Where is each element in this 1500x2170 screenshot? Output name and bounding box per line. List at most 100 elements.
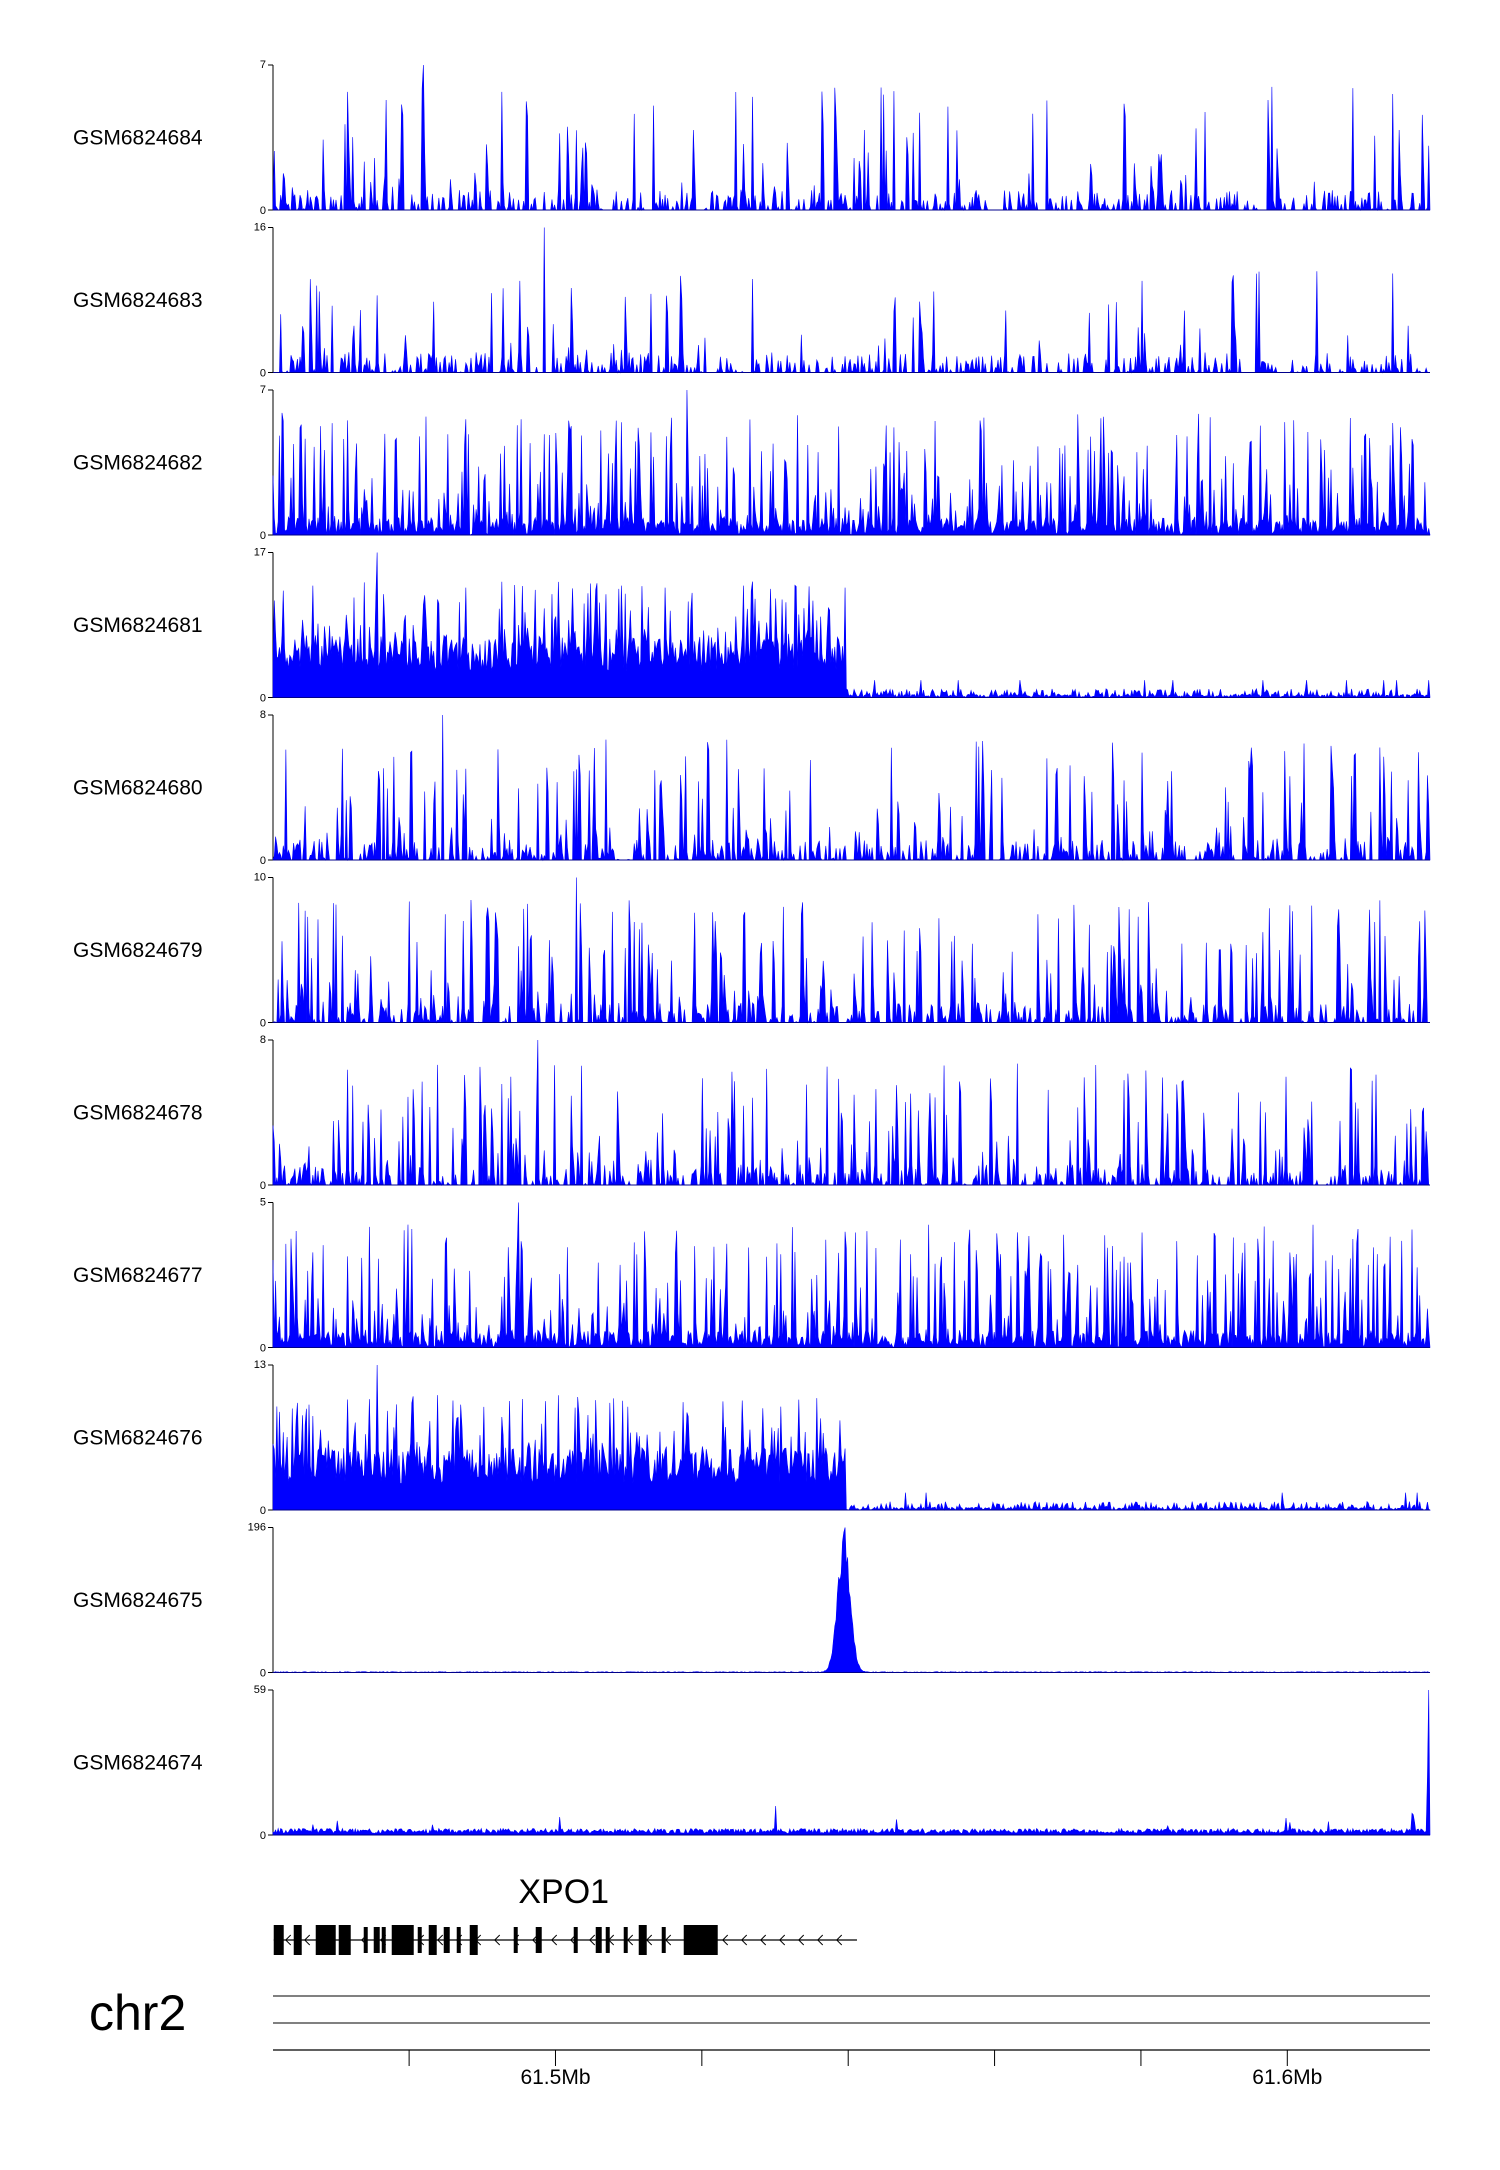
strand-arrow	[665, 1934, 672, 1946]
track-label: GSM6824682	[73, 452, 203, 475]
exon	[391, 1925, 414, 1955]
exon	[315, 1925, 336, 1955]
exon	[709, 1925, 718, 1955]
signal-area	[273, 227, 1430, 374]
signal-area	[272, 552, 1431, 699]
signal-area	[272, 1527, 1431, 1673]
x-tick-label: 61.6Mb	[1252, 2066, 1322, 2089]
y-min-label: 0	[260, 530, 266, 542]
y-min-label: 0	[260, 1018, 266, 1030]
track-label: GSM6824674	[73, 1752, 203, 1775]
exon	[338, 1925, 351, 1955]
track-label: GSM6824684	[73, 127, 203, 150]
signal-area	[272, 389, 1431, 536]
exon	[417, 1927, 422, 1953]
strand-arrow	[798, 1934, 805, 1946]
x-tick-label: 61.5Mb	[520, 2066, 590, 2089]
y-max-label: 13	[254, 1359, 266, 1371]
exon	[623, 1927, 628, 1953]
y-max-label: 59	[254, 1684, 266, 1696]
track-label: GSM6824683	[73, 289, 203, 312]
strand-arrow	[836, 1934, 843, 1946]
signal-area	[271, 877, 1430, 1024]
track-GSM6824674: GSM6824674 59 0	[73, 1684, 1431, 1842]
track-label: GSM6824681	[73, 614, 203, 637]
y-max-label: 7	[260, 59, 266, 71]
track-label: GSM6824675	[73, 1589, 203, 1612]
exon	[535, 1927, 542, 1953]
track-GSM6824679: GSM6824679 10 0	[73, 872, 1430, 1030]
exon	[661, 1927, 666, 1953]
strand-arrow	[779, 1934, 786, 1946]
strand-arrow	[437, 1934, 444, 1946]
y-max-label: 5	[260, 1197, 266, 1209]
y-max-label: 10	[254, 872, 266, 884]
track-label: GSM6824677	[73, 1264, 203, 1287]
signal-area	[272, 1689, 1431, 1836]
y-min-label: 0	[260, 855, 266, 867]
y-max-label: 8	[260, 1034, 266, 1046]
y-max-label: 16	[254, 222, 266, 234]
track-GSM6824683: GSM6824683 16 0	[73, 222, 1430, 380]
track-GSM6824681: GSM6824681 17 0	[73, 547, 1431, 705]
exon	[443, 1927, 450, 1953]
strand-arrow	[817, 1934, 824, 1946]
track-GSM6824676: GSM6824676 13 0	[73, 1359, 1432, 1517]
chromosome-label: chr2	[89, 1985, 186, 2041]
y-max-label: 8	[260, 709, 266, 721]
signal-area	[272, 64, 1431, 212]
signal-area	[272, 1039, 1430, 1187]
y-max-label: 17	[254, 547, 266, 559]
strand-arrow	[494, 1934, 501, 1946]
strand-arrow	[285, 1934, 292, 1946]
exon	[373, 1927, 380, 1953]
strand-arrow	[589, 1934, 596, 1946]
strand-arrow	[722, 1934, 729, 1946]
track-GSM6824682: GSM6824682 7 0	[73, 384, 1431, 542]
strand-arrow	[646, 1934, 653, 1946]
y-max-label: 7	[260, 384, 266, 396]
exon	[513, 1927, 518, 1953]
gene-model-XPO1: XPO1	[273, 1873, 857, 1955]
track-label: GSM6824679	[73, 939, 203, 962]
strand-arrow	[760, 1934, 767, 1946]
exon	[683, 1925, 712, 1955]
exon	[456, 1927, 461, 1953]
exon	[381, 1927, 386, 1953]
exon	[293, 1925, 302, 1955]
signal-area	[272, 1364, 1432, 1511]
exon	[573, 1927, 578, 1953]
exon	[273, 1925, 284, 1955]
track-label: GSM6824680	[73, 777, 203, 800]
y-max-label: 196	[248, 1522, 266, 1534]
y-min-label: 0	[260, 1668, 266, 1680]
strand-arrow	[627, 1934, 634, 1946]
track-label: GSM6824676	[73, 1427, 203, 1450]
exon	[605, 1927, 610, 1953]
track-GSM6824678: GSM6824678 8 0	[73, 1034, 1430, 1192]
track-label: GSM6824678	[73, 1102, 203, 1125]
track-GSM6824680: GSM6824680 8 0	[73, 709, 1431, 867]
exon	[363, 1927, 368, 1953]
signal-area	[272, 714, 1431, 862]
track-GSM6824684: GSM6824684 7 0	[73, 59, 1431, 217]
y-min-label: 0	[260, 1343, 266, 1355]
track-GSM6824675: GSM6824675 196 0	[73, 1522, 1431, 1680]
strand-arrow	[741, 1934, 748, 1946]
y-min-label: 0	[260, 693, 266, 705]
exon	[428, 1925, 437, 1955]
track-GSM6824677: GSM6824677 5 0	[73, 1197, 1431, 1355]
strand-arrow	[304, 1934, 311, 1946]
y-min-label: 0	[260, 1180, 266, 1192]
signal-area	[272, 1202, 1431, 1349]
exon	[595, 1927, 602, 1953]
y-min-label: 0	[260, 1830, 266, 1842]
exon	[469, 1925, 478, 1955]
exon	[638, 1925, 647, 1955]
gene-name: XPO1	[518, 1873, 609, 1911]
y-min-label: 0	[260, 1505, 266, 1517]
y-min-label: 0	[260, 205, 266, 217]
y-min-label: 0	[260, 368, 266, 380]
strand-arrow	[551, 1934, 558, 1946]
